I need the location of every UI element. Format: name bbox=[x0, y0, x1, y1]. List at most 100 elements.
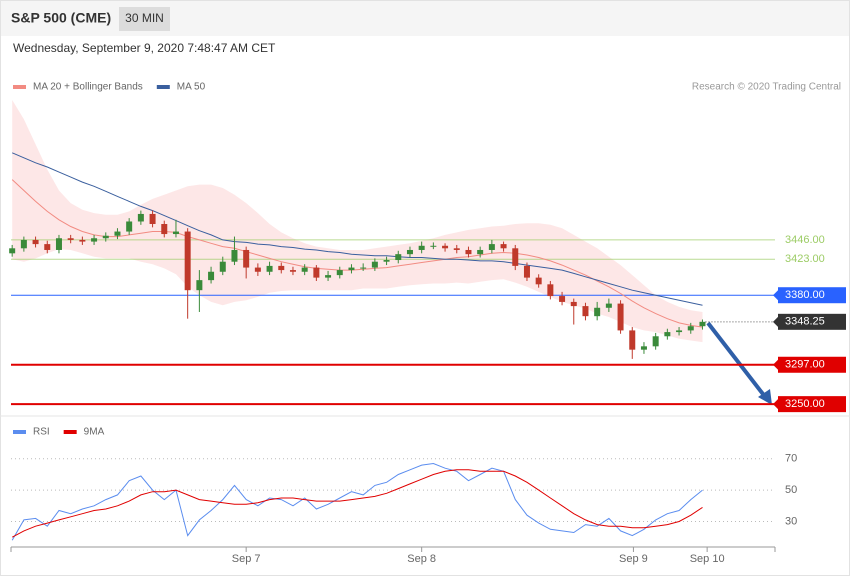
candle-body bbox=[640, 346, 647, 350]
candle-body bbox=[55, 238, 62, 250]
forecast-arrow bbox=[706, 321, 768, 400]
legend-swatch bbox=[13, 85, 26, 89]
level-label-box bbox=[778, 396, 846, 413]
y-tick-label: 70 bbox=[785, 453, 797, 465]
candle-body bbox=[582, 306, 589, 317]
candle-body bbox=[664, 332, 671, 337]
candle-body bbox=[512, 248, 519, 266]
legend-swatch bbox=[13, 430, 26, 434]
timestamp: Wednesday, September 9, 2020 7:48:47 AM … bbox=[13, 41, 276, 55]
forecast-arrowhead bbox=[758, 389, 772, 405]
legend-swatch bbox=[63, 430, 77, 434]
level-label-pointer bbox=[773, 359, 778, 370]
candle-body bbox=[629, 330, 636, 350]
candle-body bbox=[67, 238, 74, 240]
interval-label: 30 MIN bbox=[125, 11, 164, 25]
candle-body bbox=[44, 244, 51, 250]
candle-body bbox=[477, 249, 484, 255]
legend-label: RSI bbox=[33, 427, 50, 438]
candle-body bbox=[9, 248, 16, 254]
candle-body bbox=[126, 221, 133, 232]
candle-body bbox=[336, 270, 343, 276]
x-tick-label: Sep 8 bbox=[407, 553, 436, 565]
indicator-line bbox=[11, 462, 703, 541]
level-label: 3446.00 bbox=[785, 234, 825, 246]
candle-body bbox=[184, 231, 191, 291]
candle-body bbox=[301, 267, 308, 272]
candle-body bbox=[699, 321, 706, 327]
level-label: 3423.00 bbox=[785, 253, 825, 265]
candle-body bbox=[418, 245, 425, 250]
x-tick-label: Sep 9 bbox=[619, 553, 648, 565]
candle-body bbox=[208, 271, 215, 281]
candle-body bbox=[278, 265, 285, 271]
candle-body bbox=[114, 231, 121, 236]
candle-body bbox=[676, 330, 683, 333]
candle-body bbox=[523, 265, 530, 278]
legend-label: MA 50 bbox=[177, 82, 206, 93]
y-tick-label: 30 bbox=[785, 515, 797, 527]
candle-body bbox=[161, 224, 168, 235]
candle-body bbox=[371, 261, 378, 268]
level-label: 3250.00 bbox=[785, 398, 825, 410]
candle-body bbox=[559, 296, 566, 302]
candle-body bbox=[395, 254, 402, 261]
candle-body bbox=[32, 239, 39, 245]
candle-body bbox=[535, 277, 542, 285]
level-label-pointer bbox=[773, 316, 778, 327]
candle-body bbox=[360, 267, 367, 269]
legend-label: MA 20 + Bollinger Bands bbox=[33, 82, 143, 93]
level-label-pointer bbox=[773, 399, 778, 410]
candle-body bbox=[605, 303, 612, 308]
x-tick-label: Sep 10 bbox=[690, 553, 725, 565]
bollinger-band bbox=[12, 100, 703, 343]
level-label-box bbox=[778, 287, 846, 304]
candle-body bbox=[652, 336, 659, 347]
candle-body bbox=[289, 270, 296, 272]
ma-line bbox=[12, 152, 703, 306]
candle-body bbox=[172, 231, 179, 235]
instrument-title: S&P 500 (CME) bbox=[11, 10, 111, 26]
candle-body bbox=[102, 235, 109, 239]
level-label-pointer bbox=[773, 290, 778, 301]
level-label-box bbox=[778, 356, 846, 373]
indicator-line bbox=[11, 469, 703, 538]
credit: Research © 2020 Trading Central bbox=[692, 82, 841, 93]
level-label: 3380.00 bbox=[785, 289, 825, 301]
candle-body bbox=[91, 238, 98, 242]
candle-body bbox=[348, 267, 355, 271]
candle-body bbox=[243, 249, 250, 268]
level-label: 3297.00 bbox=[785, 359, 825, 371]
candle-body bbox=[137, 213, 144, 222]
candle-body bbox=[430, 245, 437, 247]
level-label: 3348.25 bbox=[785, 316, 825, 328]
interval-badge bbox=[119, 7, 170, 31]
candle-body bbox=[20, 239, 27, 249]
candle-body bbox=[383, 260, 390, 262]
candle-body bbox=[325, 275, 332, 278]
y-tick-label: 50 bbox=[785, 484, 797, 496]
candle-body bbox=[313, 267, 320, 278]
ma-line bbox=[11, 179, 703, 328]
candle-body bbox=[149, 213, 156, 224]
candle-body bbox=[254, 267, 261, 272]
candle-body bbox=[687, 326, 694, 331]
candle-body bbox=[594, 307, 601, 317]
candle-body bbox=[500, 244, 507, 249]
candle-body bbox=[219, 261, 226, 272]
candle-body bbox=[442, 245, 449, 249]
candle-body bbox=[488, 244, 495, 250]
candle-body bbox=[79, 239, 86, 242]
candle-body bbox=[266, 265, 273, 272]
legend-swatch bbox=[156, 85, 170, 89]
candle-body bbox=[547, 284, 554, 297]
candle-body bbox=[406, 249, 413, 255]
level-label-box bbox=[778, 313, 846, 330]
candle-body bbox=[570, 301, 577, 307]
candle-body bbox=[231, 249, 238, 262]
candle-body bbox=[617, 303, 624, 331]
candle-body bbox=[465, 249, 472, 255]
legend-label: 9MA bbox=[84, 427, 105, 438]
